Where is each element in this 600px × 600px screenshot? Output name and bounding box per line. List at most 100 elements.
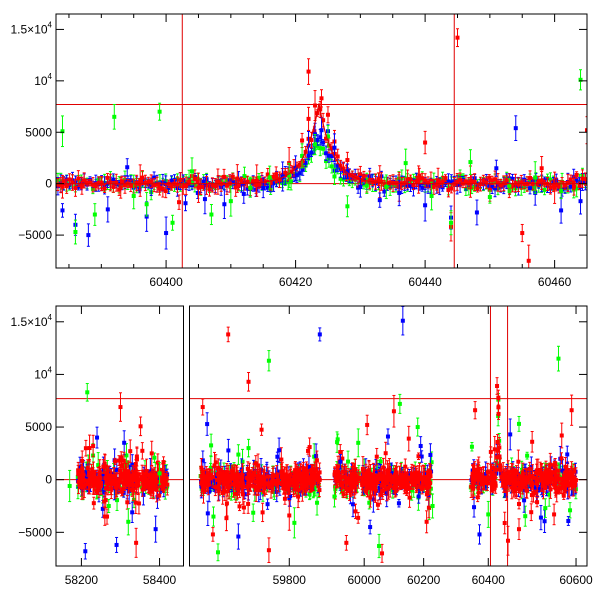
data-point [87, 180, 92, 185]
data-point [119, 489, 124, 494]
data-point [157, 109, 162, 114]
data-point [242, 174, 247, 179]
data-point [56, 182, 60, 187]
data-point [87, 470, 92, 475]
data-point [97, 472, 102, 477]
data-point [455, 179, 460, 184]
data-point [164, 476, 169, 481]
data-point [297, 171, 302, 176]
data-point [426, 180, 431, 185]
data-point [414, 179, 419, 184]
data-point [201, 179, 206, 184]
data-point [111, 474, 116, 479]
data-point [481, 178, 486, 183]
data-point [109, 481, 114, 486]
data-point [196, 185, 201, 190]
data-point [102, 461, 107, 466]
data-point [136, 501, 141, 506]
data-point [519, 180, 524, 185]
data-point [91, 470, 96, 475]
data-point [157, 468, 162, 473]
data-point [208, 485, 213, 490]
data-point [60, 129, 65, 134]
data-point [420, 185, 425, 190]
data-point [403, 161, 408, 166]
data-point [125, 165, 130, 170]
data-point [222, 202, 227, 207]
data-point [289, 179, 294, 184]
data-point [309, 138, 314, 143]
data-point [140, 448, 145, 453]
data-point [116, 483, 121, 488]
data-point [94, 488, 99, 493]
data-point [133, 462, 138, 467]
data-point [144, 202, 149, 207]
data-point [474, 210, 479, 215]
data-point [423, 178, 428, 183]
data-point [137, 477, 142, 482]
data-point [528, 186, 533, 191]
data-point [178, 178, 183, 183]
data-point [306, 69, 311, 74]
data-point [572, 184, 577, 189]
x-tick-label: 60460 [538, 275, 572, 289]
data-point [99, 180, 104, 185]
data-point [228, 199, 233, 204]
data-point [230, 480, 235, 485]
data-point [377, 198, 382, 203]
data-point [578, 77, 583, 82]
data-point [329, 154, 334, 159]
data-point [237, 479, 242, 484]
data-point [160, 482, 165, 487]
data-point [494, 166, 499, 171]
data-point [245, 179, 250, 184]
data-point [458, 177, 463, 182]
data-point [143, 476, 148, 481]
data-point [86, 461, 91, 466]
data-point [200, 458, 205, 463]
data-point [578, 199, 583, 204]
data-point [181, 184, 186, 189]
data-point [108, 473, 113, 478]
top-plot-area [56, 14, 587, 268]
data-point [105, 175, 110, 180]
data-point [124, 453, 129, 458]
data-point [161, 460, 166, 465]
data-point [147, 485, 152, 490]
data-point [271, 489, 276, 494]
data-point [140, 487, 145, 492]
data-point [309, 150, 314, 155]
data-point [300, 153, 305, 158]
data-point [487, 195, 492, 200]
data-point [207, 489, 212, 494]
data-point [128, 183, 133, 188]
data-point [487, 183, 492, 188]
data-point [189, 169, 194, 174]
data-point [329, 146, 334, 151]
data-point [60, 208, 65, 213]
data-point [90, 475, 95, 480]
data-point [125, 485, 130, 490]
data-point [495, 180, 500, 185]
data-point [93, 184, 98, 189]
data-point [574, 177, 579, 182]
data-point [373, 179, 378, 184]
data-point [155, 472, 160, 477]
data-point [119, 464, 124, 469]
data-point [236, 183, 241, 188]
data-point [405, 176, 410, 181]
data-point [146, 472, 151, 477]
data-point [211, 514, 216, 519]
data-point [87, 446, 92, 451]
data-point [475, 186, 480, 191]
data-point [144, 468, 149, 473]
data-point [213, 184, 218, 189]
data-point [94, 481, 99, 486]
data-point [97, 484, 102, 489]
data-point [96, 463, 101, 468]
data-point [487, 187, 492, 192]
y-tick-label: −5000 [18, 228, 52, 242]
data-point [313, 103, 318, 108]
data-point [420, 176, 425, 181]
data-point [117, 479, 122, 484]
